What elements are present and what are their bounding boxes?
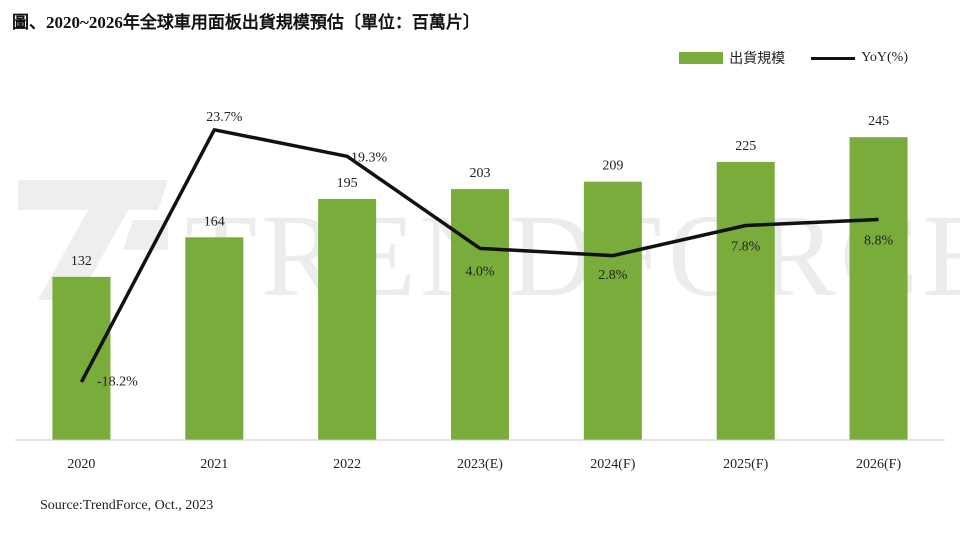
source-note: Source:TrendForce, Oct., 2023: [40, 498, 214, 513]
legend-item-bar: 出貨規模: [679, 48, 785, 68]
bar-6: [849, 137, 908, 440]
yoy-label-2: 19.3%: [351, 151, 388, 166]
x-tick-label-6: 2026(F): [856, 457, 901, 472]
x-tick-label-4: 2024(F): [590, 457, 635, 472]
yoy-label-3: 4.0%: [465, 265, 495, 280]
bar-value-label-2: 195: [337, 176, 358, 191]
bar-0: [52, 276, 111, 440]
bar-value-label-3: 203: [470, 166, 491, 181]
bar-value-label-5: 225: [735, 139, 756, 154]
bar-4: [583, 181, 642, 440]
legend-bar-label: 出貨規模: [729, 52, 786, 67]
x-tick-label-1: 2021: [200, 457, 228, 472]
yoy-label-4: 2.8%: [598, 268, 628, 283]
x-tick-label-3: 2023(E): [457, 457, 503, 472]
yoy-label-6: 8.8%: [864, 234, 894, 249]
legend-line-swatch: [811, 56, 856, 60]
x-tick-label-5: 2025(F): [723, 457, 768, 472]
yoy-label-0: -18.2%: [97, 374, 138, 389]
legend: 出貨規模 YoY(%): [661, 48, 908, 68]
bar-value-label-0: 132: [71, 254, 92, 269]
bar-1: [185, 237, 244, 440]
legend-line-label: YoY(%): [861, 50, 908, 65]
watermark-text: TRENDFORCE: [185, 190, 960, 321]
legend-bar-swatch: [679, 52, 724, 64]
x-tick-label-2: 2022: [333, 457, 361, 472]
bar-value-label-6: 245: [868, 114, 889, 129]
chart-title: 圖、2020~2026年全球車用面板出貨規模預估〔單位：百萬片〕: [12, 13, 480, 32]
yoy-line: [79, 128, 879, 383]
x-tick-label-0: 2020: [67, 457, 95, 472]
yoy-label-5: 7.8%: [731, 240, 761, 255]
bar-2: [318, 198, 377, 440]
yoy-label-1: 23.7%: [206, 110, 243, 125]
bar-value-label-1: 164: [204, 214, 225, 229]
bar-value-label-4: 209: [602, 159, 623, 174]
legend-item-line: YoY(%): [811, 50, 908, 66]
bar-5: [716, 161, 775, 440]
bar-3: [451, 189, 509, 440]
